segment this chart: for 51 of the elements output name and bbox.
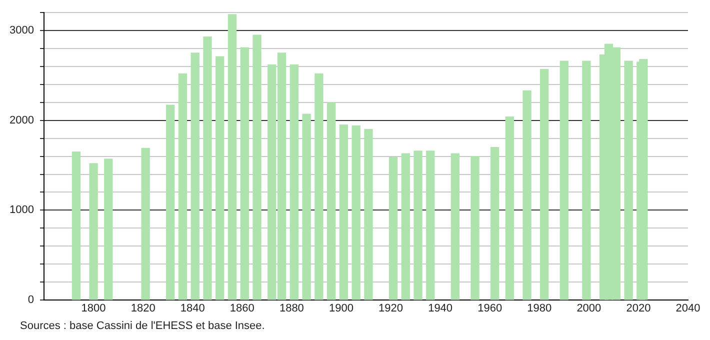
x-tick-label: 1860 (230, 302, 254, 315)
bar (166, 104, 175, 300)
x-tick-label: 1880 (279, 302, 304, 315)
x-tick-label: 1840 (180, 302, 205, 315)
bar (388, 156, 398, 300)
x-tick-label: 2040 (676, 302, 700, 315)
bar (252, 34, 262, 300)
bar (560, 60, 568, 300)
x-tick-label: 1960 (478, 302, 502, 315)
x-tick-label: 1820 (130, 302, 156, 315)
bar (624, 60, 633, 300)
bar (302, 114, 311, 300)
bar (401, 153, 410, 300)
bar (72, 151, 81, 300)
x-tick-label: 1980 (527, 302, 552, 315)
y-tick-label: 2000 (10, 114, 34, 126)
bar (339, 124, 348, 300)
bar (352, 125, 360, 300)
bar (240, 47, 249, 300)
y-tick-label: 3000 (10, 24, 34, 37)
y-tick-label: 0 (28, 294, 34, 306)
bar (216, 56, 224, 300)
bar (414, 150, 422, 300)
x-tick-label: 2000 (576, 302, 602, 315)
bar (426, 150, 435, 300)
x-tick-label: 1940 (428, 302, 453, 315)
bar (104, 158, 113, 300)
bar (89, 163, 98, 300)
bar (314, 73, 324, 300)
x-tick-label: 1800 (81, 302, 106, 315)
x-tick-label: 1920 (378, 302, 404, 315)
bar (290, 64, 298, 300)
x-tick-label: 2020 (626, 302, 651, 315)
y-tick-label: 1000 (10, 204, 34, 216)
bar (470, 156, 480, 300)
bar (639, 58, 648, 300)
bar (190, 52, 200, 300)
bar (490, 146, 500, 300)
bar (228, 14, 237, 300)
bar (450, 153, 460, 300)
bar (203, 36, 212, 300)
bar (178, 73, 188, 300)
bar (326, 102, 336, 300)
bar (540, 68, 549, 300)
bar (364, 129, 373, 300)
source-note: Sources : base Cassini de l'EHESS et base Insee. (20, 320, 265, 332)
bar (582, 60, 591, 300)
bar (141, 148, 150, 300)
bar (522, 90, 532, 300)
bar (505, 116, 514, 300)
x-tick-label: 1900 (328, 302, 354, 315)
